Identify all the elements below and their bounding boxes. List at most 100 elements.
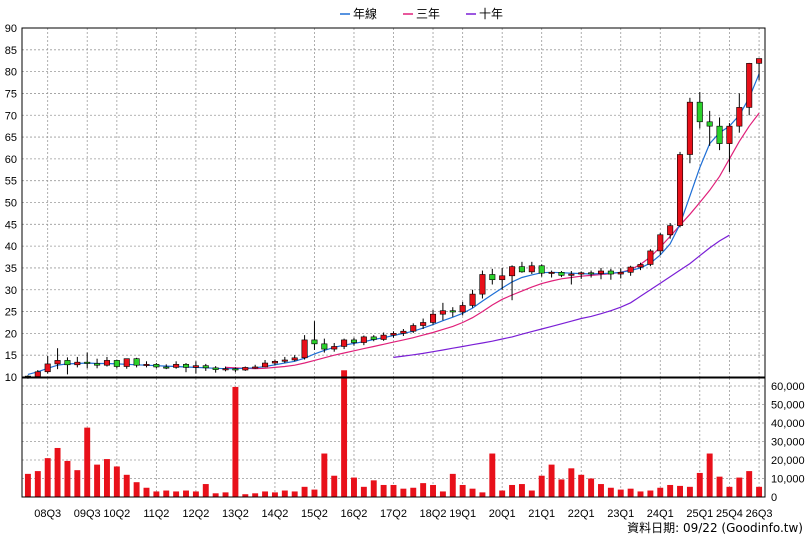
x-tick-label-11: 19Q1 <box>449 508 476 520</box>
volume-bar-11 <box>133 482 140 497</box>
volume-bar-60 <box>617 489 624 497</box>
candle-body-6 <box>84 361 91 364</box>
price-tick-label-2: 20 <box>5 328 17 340</box>
candle-46 <box>479 270 486 299</box>
volume-bar-10 <box>123 474 130 497</box>
volume-bar-58 <box>598 484 604 497</box>
candle-32 <box>341 338 348 350</box>
volume-bar-12 <box>143 487 150 497</box>
candle-3 <box>54 348 61 370</box>
candle-body-37 <box>390 333 397 336</box>
candle-body-67 <box>686 101 693 155</box>
candle-body-8 <box>103 360 110 366</box>
candle-body-3 <box>54 360 61 365</box>
x-tick-label-10: 18Q2 <box>420 508 447 520</box>
candle-body-56 <box>578 272 585 275</box>
x-tick-label-5: 13Q2 <box>222 508 249 520</box>
candle-30 <box>321 338 328 353</box>
volume-bar-2 <box>44 458 51 497</box>
candle-47 <box>489 268 496 285</box>
price-tick-label-15: 85 <box>5 45 17 57</box>
volume-bar-40 <box>420 483 427 497</box>
volume-bar-46 <box>479 492 486 497</box>
volume-bar-38 <box>400 488 407 497</box>
volume-bar-25 <box>271 492 278 497</box>
candle-body-34 <box>360 336 367 343</box>
volume-tick-label-0: 0 <box>771 492 777 504</box>
candle-body-19 <box>212 367 219 370</box>
volume-bar-18 <box>202 484 209 497</box>
x-tick-label-14: 22Q1 <box>568 508 595 520</box>
price-tick-label-1: 15 <box>5 350 17 362</box>
candle-65 <box>667 223 674 239</box>
x-tick-label-6: 14Q2 <box>261 508 288 520</box>
volume-bar-47 <box>489 453 496 497</box>
candle-44 <box>459 301 466 316</box>
volume-bar-32 <box>341 370 348 497</box>
volume-bar-56 <box>578 474 585 497</box>
candle-8 <box>103 356 110 367</box>
candle-body-46 <box>479 274 486 295</box>
candle-18 <box>202 363 209 371</box>
candle-24 <box>262 359 269 368</box>
x-tick-label-17: 25Q1 <box>686 508 713 520</box>
price-tick-label-5: 35 <box>5 263 17 275</box>
candle-66 <box>677 151 684 228</box>
candle-body-18 <box>202 365 209 369</box>
volume-bar-0 <box>24 473 31 497</box>
volume-bar-48 <box>499 490 506 497</box>
candle-body-21 <box>232 368 239 371</box>
candle-body-48 <box>499 275 506 281</box>
candle-7 <box>94 358 101 369</box>
candle-51 <box>528 261 535 275</box>
candle-body-12 <box>143 364 150 366</box>
x-axis-ticks: 08Q3 09Q3 10Q2 11Q2 12Q2 13Q2 14Q2 15Q2 16Q2 17Q2… <box>34 508 772 520</box>
volume-tick-label-4: 40,000 <box>771 418 805 430</box>
candle-body-30 <box>321 343 328 350</box>
volume-bar-29 <box>311 489 318 497</box>
volume-bar-66 <box>677 485 683 497</box>
candle-body-42 <box>439 310 446 315</box>
candle-body-54 <box>558 271 565 276</box>
candle-41 <box>430 309 437 325</box>
volume-grid <box>22 378 765 497</box>
volume-tick-label-3: 30,000 <box>771 437 805 449</box>
volume-bar-22 <box>242 494 249 497</box>
candle-body-70 <box>716 125 723 144</box>
candle-31 <box>331 342 338 352</box>
candle-body-51 <box>528 265 535 273</box>
volume-bar-24 <box>262 491 269 497</box>
volume-bar-61 <box>627 488 634 497</box>
volume-bar-65 <box>667 484 674 497</box>
volume-bar-69 <box>706 453 713 497</box>
legend-label-0: 年線 <box>353 6 377 21</box>
volume-bar-27 <box>291 491 298 497</box>
ma-3year-line <box>225 112 760 370</box>
price-tick-label-16: 90 <box>5 23 17 35</box>
candle-58 <box>597 267 605 280</box>
candle-64 <box>657 233 664 255</box>
candle-body-15 <box>173 364 180 368</box>
x-tick-label-13: 21Q1 <box>528 508 555 520</box>
candle-4 <box>64 357 71 375</box>
candle-55 <box>568 270 575 285</box>
candle-36 <box>380 332 387 341</box>
x-tick-label-0: 08Q3 <box>34 508 61 520</box>
x-tick-label-2: 10Q2 <box>103 508 130 520</box>
volume-bar-44 <box>459 484 466 497</box>
candle-11 <box>133 357 140 368</box>
candle-43 <box>449 307 456 317</box>
volume-bar-52 <box>538 475 545 497</box>
candle-40 <box>420 318 427 330</box>
candle-2 <box>44 356 51 374</box>
candle-body-22 <box>242 367 249 371</box>
x-tick-label-4: 12Q2 <box>182 508 209 520</box>
price-tick-label-6: 40 <box>5 241 17 253</box>
price-grid <box>22 28 765 377</box>
x-tick-label-18: 25Q4 <box>716 508 743 520</box>
candle-19 <box>212 366 219 373</box>
candle-body-31 <box>331 346 338 350</box>
volume-bar-35 <box>370 480 377 497</box>
volume-bar-15 <box>173 491 180 497</box>
candle-70 <box>716 117 723 151</box>
